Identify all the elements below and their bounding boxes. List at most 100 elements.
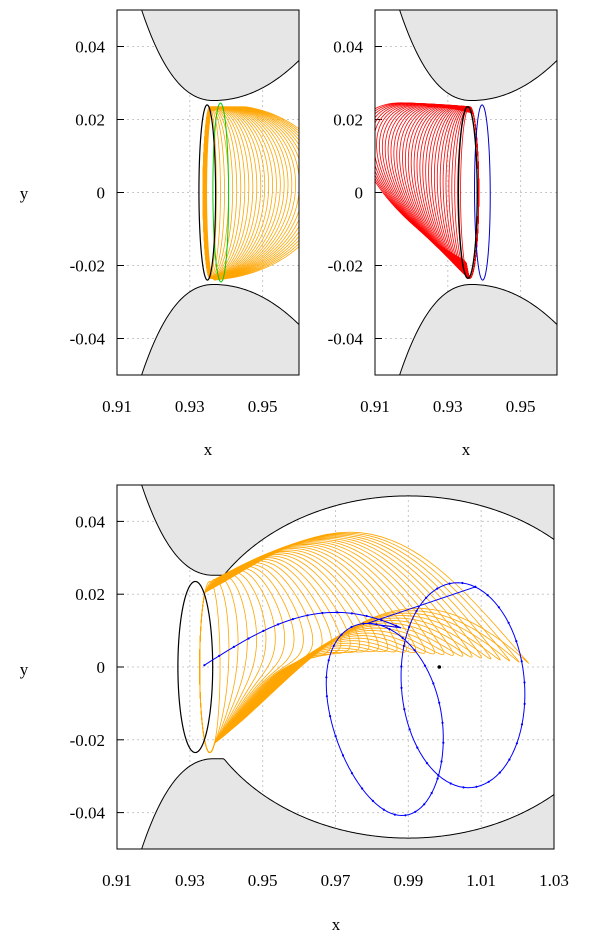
y-tick-label: 0: [97, 184, 106, 203]
bottom-blue-trajectory: [203, 581, 526, 817]
trajectory-marker: [442, 741, 445, 744]
trajectory-marker: [437, 774, 440, 777]
trajectory-marker: [400, 686, 403, 690]
trajectory-marker: [393, 813, 396, 816]
trajectory-marker: [438, 701, 441, 704]
y-tick-label: -0.04: [70, 804, 106, 823]
trajectory-marker: [388, 628, 391, 631]
trajectory-marker: [416, 746, 419, 749]
red-orbit: [375, 102, 480, 279]
y-tick-label: 0.02: [75, 111, 105, 130]
trajectory-marker: [334, 735, 337, 738]
trajectory-marker: [462, 786, 465, 789]
trajectory-marker: [365, 614, 368, 618]
trajectory-marker: [515, 640, 518, 643]
x-tick-label: 1.03: [539, 871, 569, 890]
x-tick-label: 0.97: [321, 871, 351, 890]
top-right-plot-frame: [374, 9, 558, 376]
trajectory-marker: [448, 582, 451, 585]
y-tick-label: 0.04: [333, 38, 363, 57]
y-tick-label: 0.02: [333, 111, 363, 130]
trajectory-marker: [218, 654, 221, 658]
x-tick-label: 0.93: [175, 397, 205, 416]
trajectory-marker: [413, 649, 416, 652]
trajectory-marker: [362, 622, 365, 625]
trajectory-marker: [440, 760, 443, 763]
zero-velocity-curve-bottom: [141, 758, 554, 849]
y-tick-label: 0: [97, 658, 106, 677]
trajectory-marker: [401, 636, 404, 640]
bottom-marked-point: [437, 665, 442, 669]
trajectory-marker: [520, 660, 523, 663]
top-left-plot: 0.91 0.93 0.95 -0.04 -0.02 0 0.02 0.04 x y: [20, 9, 300, 459]
trajectory-marker: [487, 780, 490, 783]
trajectory-marker: [329, 715, 332, 718]
trajectory-marker: [520, 723, 524, 726]
x-tick-label: 0.93: [433, 397, 463, 416]
red-orbit: [381, 103, 480, 279]
trajectory-marker: [232, 645, 235, 649]
trajectory-marker: [423, 664, 427, 667]
zero-velocity-curve-bottom: [141, 283, 299, 375]
trajectory-marker: [508, 758, 511, 761]
trajectory-marker: [325, 676, 328, 679]
trajectory-marker: [247, 637, 250, 640]
top-left-forbidden-region: [141, 10, 299, 375]
zero-velocity-curve-bottom: [399, 283, 557, 375]
trajectory-marker: [408, 728, 411, 731]
trajectory-marker: [350, 772, 354, 775]
trajectory-marker: [380, 619, 383, 622]
black-closed-orbit: [177, 580, 214, 754]
y-tick-label: -0.04: [328, 330, 364, 349]
forbidden-region-top: [141, 485, 554, 576]
trajectory-marker: [475, 785, 478, 788]
trajectory-marker: [414, 810, 417, 813]
trajectory-marker: [415, 609, 418, 612]
y-tick-label: 0.02: [75, 585, 105, 604]
x-tick-label: 0.93: [175, 871, 205, 890]
trajectory-marker: [402, 644, 405, 648]
orange-orbit: [199, 531, 530, 753]
bottom-plot-frame: [116, 484, 555, 850]
trajectory-marker: [262, 629, 265, 633]
y-tick-label: 0: [355, 184, 364, 203]
trajectory-marker: [430, 791, 433, 795]
y-tick-label: 0.04: [75, 512, 105, 531]
x-tick-label: 0.91: [360, 397, 390, 416]
trajectory-marker: [350, 625, 353, 629]
trajectory-marker: [408, 626, 411, 629]
top-right-xlabel: x: [462, 440, 471, 459]
x-tick-label: 1.01: [466, 871, 496, 890]
trajectory-marker: [306, 614, 309, 617]
trajectory-marker: [203, 664, 206, 667]
bottom-forbidden-region: [141, 485, 554, 849]
x-tick-label: 0.95: [506, 397, 536, 416]
trajectory-marker: [375, 623, 378, 626]
trajectory-marker: [327, 659, 330, 662]
x-tick-label: 0.99: [393, 871, 423, 890]
trajectory-marker: [371, 799, 374, 803]
trajectory-marker: [404, 814, 407, 817]
forbidden-region-top: [399, 10, 557, 101]
bottom-plot: 0.91 0.93 0.95 0.97 0.99 1.01 1.03 -0.04 -0.02 0 0…: [20, 484, 569, 934]
x-tick-label: 0.95: [248, 397, 278, 416]
trajectory-marker: [321, 611, 324, 615]
trajectory-marker: [291, 618, 294, 621]
top-right-forbidden-region: [399, 10, 557, 375]
bottom-ylabel: y: [20, 660, 29, 679]
trajectory-marker: [498, 771, 501, 774]
trajectory-marker: [497, 606, 500, 609]
forbidden-region-bottom: [141, 284, 299, 375]
forbidden-region-bottom: [399, 284, 557, 375]
trajectory-marker: [523, 681, 526, 684]
trajectory-marker: [436, 587, 439, 590]
trajectory-marker: [403, 708, 406, 711]
trajectory-marker: [382, 808, 385, 811]
x-tick-label: 0.95: [248, 871, 278, 890]
blue-closed-orbit: [474, 104, 491, 281]
top-right-closed-orbits: [457, 104, 491, 281]
trajectory-marker: [432, 682, 435, 685]
red-orbit: [393, 103, 480, 279]
black-closed-orbit: [457, 105, 478, 279]
